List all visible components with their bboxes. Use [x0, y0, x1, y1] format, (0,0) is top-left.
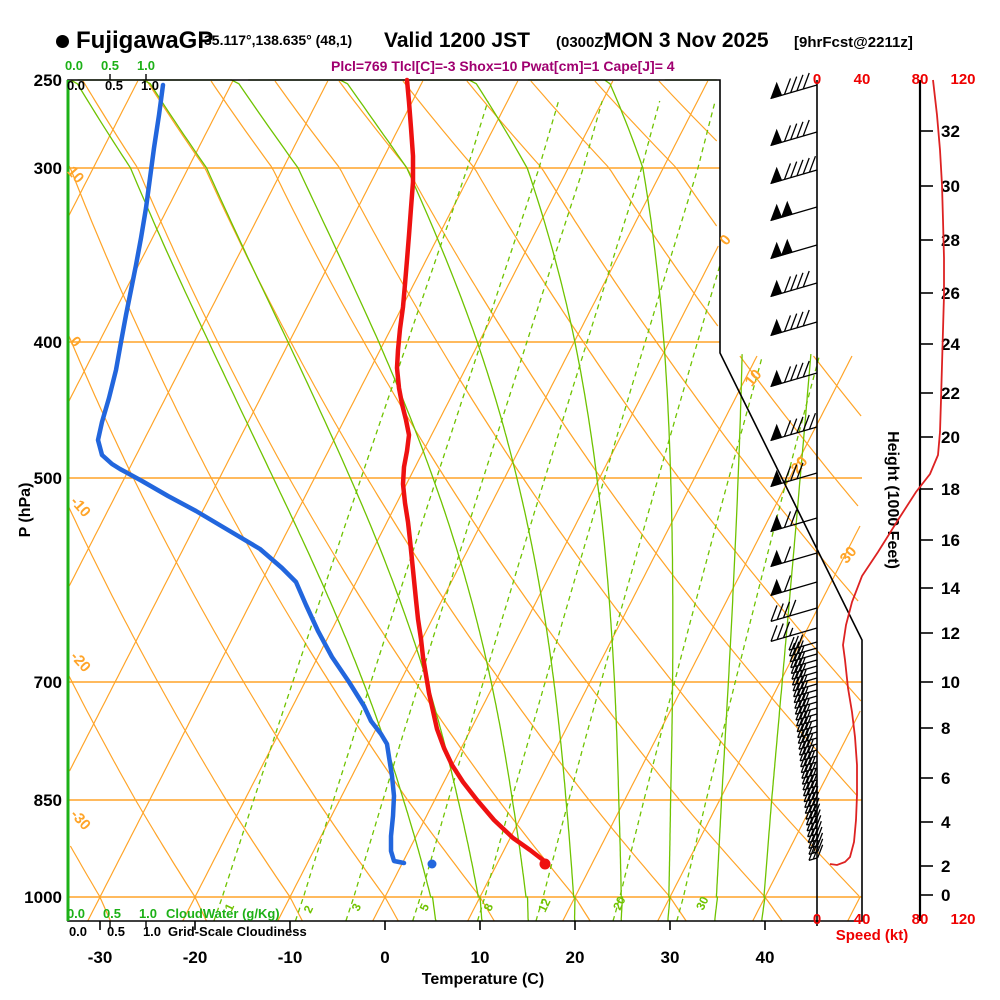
cloudiness-scale: 0.0 0.0 0.5 0.5 1.0 1.0 Grid-Scale Cloudiness [67, 78, 307, 939]
wind-barbs [770, 72, 824, 861]
forecast-tag: [9hrFcst@2211z] [794, 34, 913, 51]
height-axis-label: 8 [941, 719, 950, 738]
cloudwater-scale: 0.0 0.0 0.5 0.5 1.0 1.0 CloudWater (g/Kg) [65, 58, 280, 921]
height-axis-label: 24 [941, 335, 960, 354]
moist-adiabat-lines [70, 79, 812, 922]
pressure-axis-labels-label: P (hPa) [17, 483, 34, 538]
station-coords: 35.117°,138.635° (48,1) [204, 32, 353, 48]
temperature-axis-labels-label: 0 [380, 948, 389, 967]
height-axis-label: 0 [941, 886, 950, 905]
dewpoint-curve [95, 82, 407, 866]
mixing-ratio-value-labels-label: 5 [417, 901, 433, 913]
cloudwater-scale-label: 0.0 [65, 58, 83, 73]
height-axis-label: 2 [941, 857, 950, 876]
surface-temperature-dot [539, 858, 551, 870]
height-axis-label: 16 [941, 531, 960, 550]
temperature-axis-labels-label: -20 [183, 948, 208, 967]
temperature-axis-labels: -30 -20 -10 0 10 20 30 40 Temperature (C) [88, 948, 775, 988]
temperature-axis-labels-label: 20 [566, 948, 585, 967]
temperature-axis-labels-label: -10 [278, 948, 303, 967]
height-axis-label: 18 [941, 480, 960, 499]
stability-indices: Plcl=769 Tlcl[C]=-3 Shox=10 Pwat[cm]=1 C… [331, 58, 675, 74]
height-axis-label: 12 [941, 624, 960, 643]
isotherm-value-labels-label: 10 [742, 366, 766, 390]
pressure-gridlines [68, 167, 862, 898]
valid-time-z: (0300Z) [556, 34, 609, 51]
isotherm-value-labels-label: -30 [67, 806, 94, 833]
dry-adiabat-lines [67, 80, 862, 922]
cloudwater-scale-label: 1.0 [137, 58, 155, 73]
cloudiness-scale-label: 0.5 [107, 924, 125, 939]
cloudiness-scale-label: 0.0 [69, 924, 87, 939]
speed-axis-labels-label: 80 [912, 911, 929, 928]
height-axis-label: 20 [941, 428, 960, 447]
valid-time: Valid 1200 JST [384, 29, 530, 52]
cloudwater-scale-label: 0.0 [67, 906, 85, 921]
height-axis-label: 30 [941, 177, 960, 196]
pressure-axis-labels-label: 500 [34, 469, 62, 488]
pressure-axis-labels-label: 1000 [24, 888, 62, 907]
cloudiness-scale-label: 1.0 [141, 78, 159, 93]
height-axis-label: 22 [941, 384, 960, 403]
mixing-ratio-lines [213, 100, 820, 922]
cloudwater-scale-label: CloudWater (g/Kg) [166, 906, 280, 921]
speed-axis-labels-label: 0 [813, 71, 821, 88]
speed-axis-labels-label: 80 [912, 71, 929, 88]
isotherm-lines [68, 80, 862, 922]
temperature-axis-labels-label: Temperature (C) [422, 971, 544, 988]
pressure-axis-labels: 250 300 400 500 700 850 1000 P (hPa) [17, 71, 62, 907]
mixing-ratio-value-labels-label: 30 [693, 894, 711, 912]
pressure-axis-labels-label: 250 [34, 71, 62, 90]
isotherm-value-labels-label: -10 [67, 493, 94, 520]
cloudiness-scale-label: Grid-Scale Cloudiness [168, 924, 307, 939]
cloudwater-scale-label: 0.5 [103, 906, 121, 921]
height-axis-label: Height (1000 Feet) [884, 431, 901, 569]
pressure-axis-labels-label: 700 [34, 673, 62, 692]
surface-dewpoint-dot [427, 859, 437, 869]
speed-axis-labels-label: 120 [950, 71, 975, 88]
cloudiness-scale-label: 1.0 [143, 924, 161, 939]
speed-axis-labels-label: 40 [854, 911, 871, 928]
cloudwater-scale-label: 1.0 [139, 906, 157, 921]
temperature-curve [394, 77, 548, 865]
mixing-ratio-value-labels-label: 8 [481, 901, 497, 913]
plot-frame [67, 74, 863, 930]
mixing-ratio-value-labels-label: 2 [301, 903, 317, 915]
cloudiness-scale-label: 0.0 [67, 78, 85, 93]
mixing-ratio-value-labels-label: 12 [535, 896, 553, 914]
speed-axis-labels-label: Speed (kt) [836, 927, 909, 944]
mixing-ratio-value-labels: 1 2 3 5 8 12 20 30 [222, 894, 712, 915]
height-axis-label: 26 [941, 284, 960, 303]
station-name: FujigawaGP [76, 27, 214, 54]
pressure-axis-labels-label: 400 [34, 333, 62, 352]
temperature-axis-labels-label: 40 [756, 948, 775, 967]
height-axis-label: 28 [941, 231, 960, 250]
isotherm-value-labels-label: 0 [716, 231, 734, 248]
speed-axis-labels-label: 120 [950, 911, 975, 928]
temperature-axis-labels-label: 10 [471, 948, 490, 967]
height-axis-label: 14 [941, 579, 960, 598]
wind-speed-curve [829, 79, 945, 866]
valid-date: MON 3 Nov 2025 [604, 29, 769, 52]
pressure-axis-labels-label: 300 [34, 159, 62, 178]
temperature-axis-labels-label: -30 [88, 948, 113, 967]
isotherm-value-labels-label: -20 [67, 648, 94, 675]
height-axis-label: 4 [941, 813, 951, 832]
mixing-ratio-value-labels-label: 20 [610, 894, 628, 912]
speed-axis-labels-label: 0 [813, 911, 821, 928]
height-axis-label: 10 [941, 673, 960, 692]
cloudwater-scale-label: 0.5 [101, 58, 119, 73]
temperature-axis-labels-label: 30 [661, 948, 680, 967]
cloudiness-scale-label: 0.5 [105, 78, 123, 93]
pressure-axis-labels-label: 850 [34, 791, 62, 810]
height-axis-label: 6 [941, 769, 950, 788]
speed-axis-labels-label: 40 [854, 71, 871, 88]
station-dot-icon [56, 35, 69, 48]
height-axis-label: 32 [941, 122, 960, 141]
mixing-ratio-value-labels-label: 3 [349, 901, 365, 913]
